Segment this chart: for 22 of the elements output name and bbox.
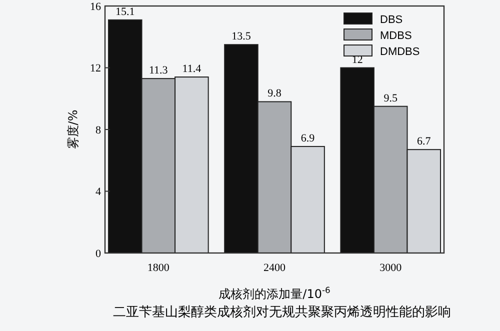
data-label: 15.1 — [116, 6, 135, 18]
data-label: 13.5 — [232, 30, 252, 43]
y-tick-label: 8 — [96, 124, 102, 136]
x-tick-label: 1800 — [147, 262, 170, 274]
legend-label: MDBS — [380, 30, 412, 42]
x-axis-title: 成核剂的添加量/10$^{-6}$ — [218, 285, 330, 301]
data-label: 11.4 — [182, 63, 202, 76]
data-label: 9.8 — [268, 88, 282, 100]
legend-label: DBS — [380, 14, 403, 26]
y-tick-label: 4 — [96, 186, 102, 198]
data-label: 6.9 — [300, 132, 316, 144]
data-label: 9.5 — [384, 92, 398, 104]
text: 二亚苄基山梨醇类成核剂对无规共聚聚丙烯透明性能的影响 — [113, 304, 451, 320]
y-tick-label: 12 — [90, 62, 101, 75]
data-label: 11.3 — [148, 64, 168, 77]
x-tick-label: 3000 — [380, 262, 402, 274]
legend-label: DMDBS — [380, 46, 420, 58]
data-label: 6.7 — [417, 136, 432, 148]
x-tick-label: 2400 — [264, 262, 286, 274]
y-tick-label: 16 — [90, 0, 102, 13]
y-tick-label: 0 — [96, 248, 102, 260]
y-axis-title: 雾度/% — [66, 110, 80, 150]
